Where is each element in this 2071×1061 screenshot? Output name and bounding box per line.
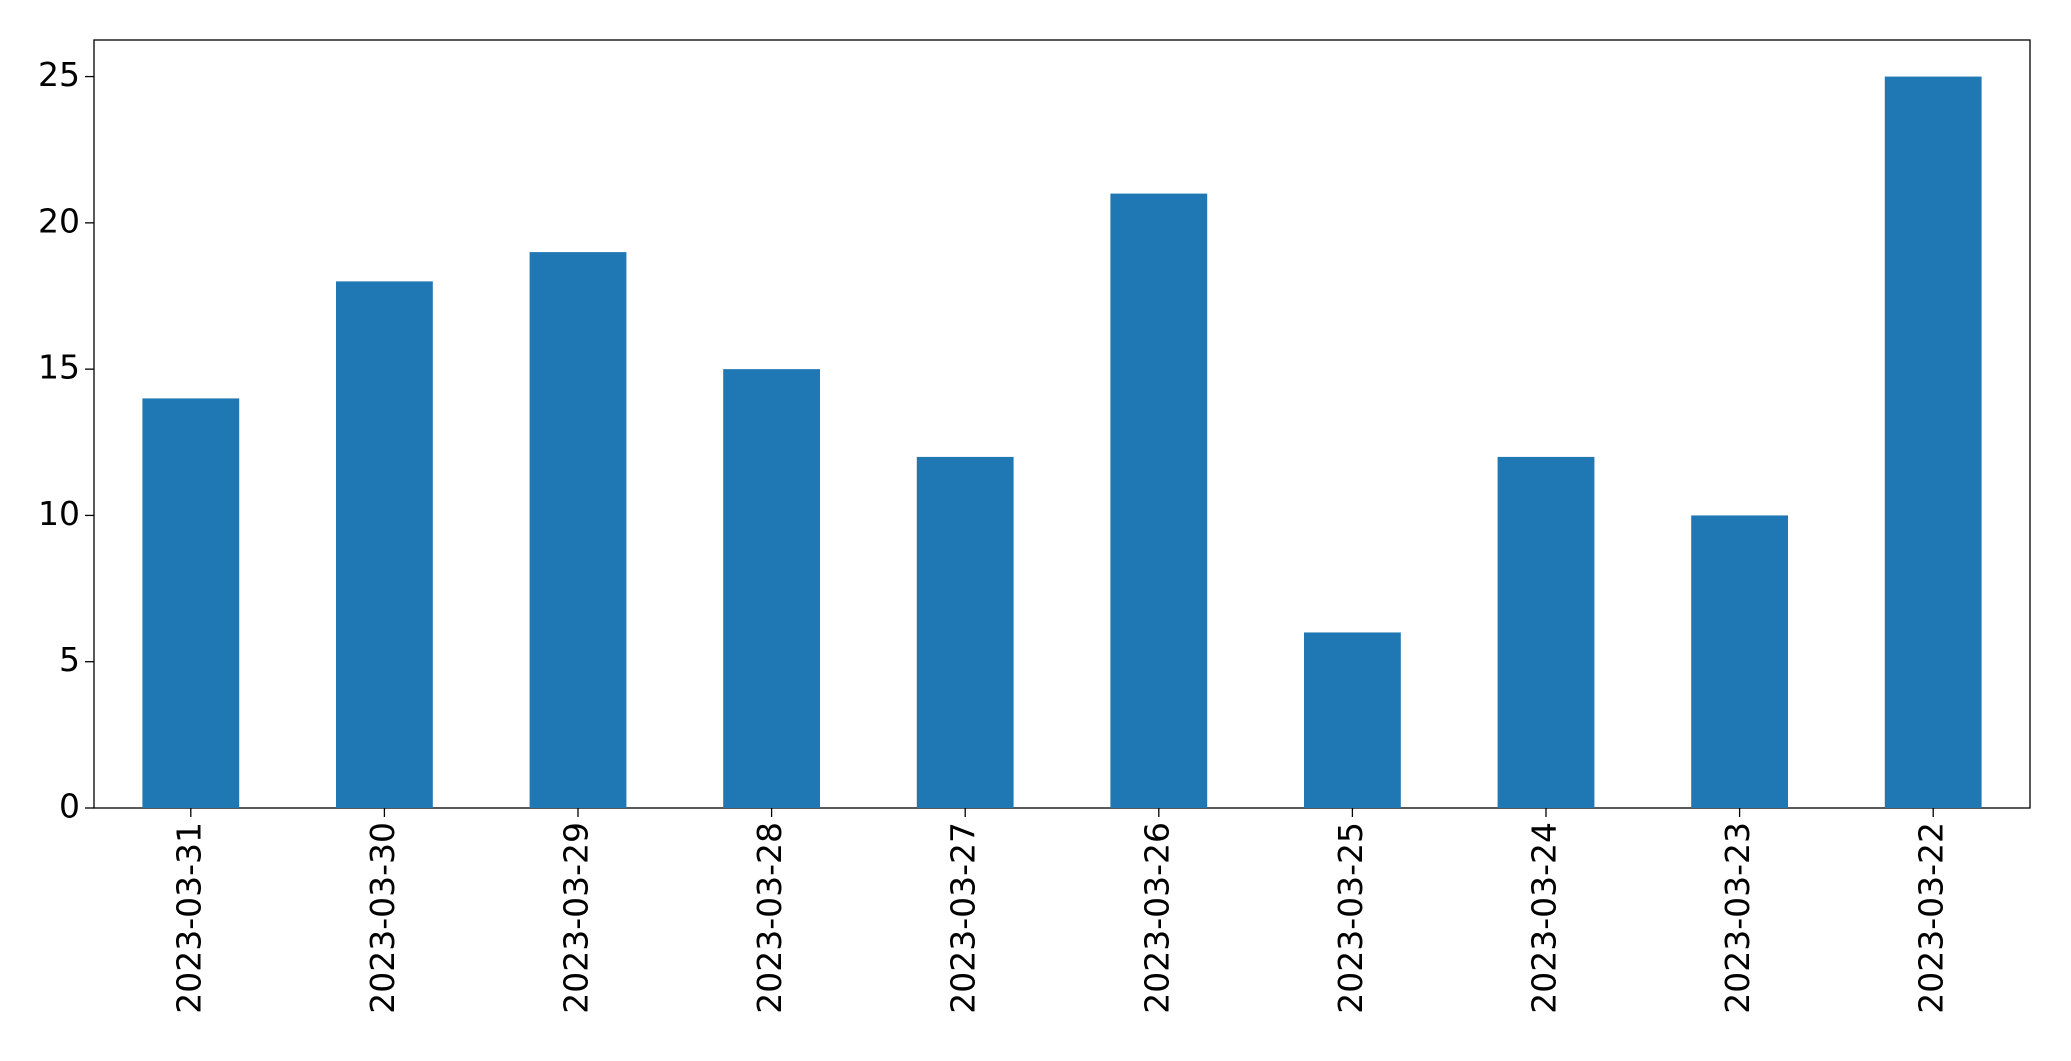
- x-tick-label: 2023-03-31: [169, 822, 208, 1014]
- x-tick-label: 2023-03-24: [1525, 822, 1564, 1014]
- bar: [1497, 456, 1595, 808]
- plot-frame: [93, 39, 2031, 809]
- x-tick-label: 2023-03-25: [1331, 822, 1370, 1014]
- bar: [1304, 632, 1401, 808]
- bar: [1691, 515, 1788, 808]
- bar: [916, 456, 1014, 808]
- y-tick-label: 15: [38, 348, 80, 387]
- x-tick-label: 2023-03-23: [1718, 822, 1757, 1014]
- y-tick-label: 10: [38, 494, 80, 533]
- bar: [142, 398, 240, 808]
- bar: [336, 281, 433, 808]
- bar: [529, 252, 627, 809]
- x-tick-label: 2023-03-26: [1137, 822, 1176, 1014]
- x-tick-label: 2023-03-28: [750, 822, 789, 1014]
- x-tick-label: 2023-03-22: [1912, 822, 1951, 1014]
- bar: [1110, 193, 1208, 809]
- y-tick-label: 0: [59, 787, 80, 826]
- bar: [723, 369, 820, 808]
- y-tick-label: 20: [38, 201, 80, 240]
- x-tick-label: 2023-03-29: [557, 822, 596, 1014]
- y-tick-label: 5: [59, 640, 80, 679]
- x-tick-label: 2023-03-27: [944, 822, 983, 1014]
- y-tick-label: 25: [38, 55, 80, 94]
- bar: [1884, 76, 1982, 809]
- x-tick-label: 2023-03-30: [363, 822, 402, 1014]
